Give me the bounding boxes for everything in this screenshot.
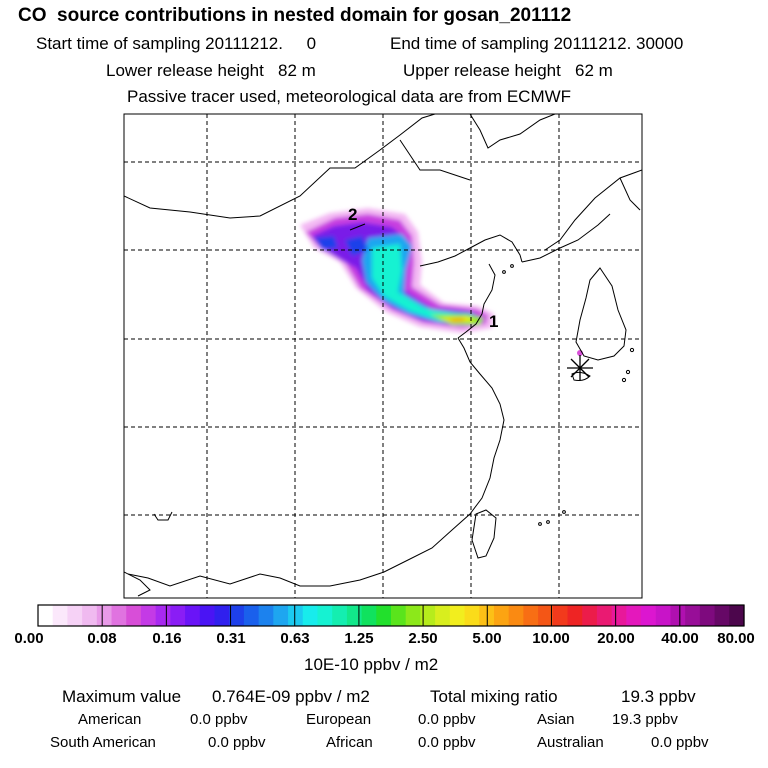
colorbar-swatch [626, 605, 642, 626]
colorbar-label: 20.00 [597, 630, 635, 647]
colorbar-label: 0.16 [152, 630, 182, 647]
region-name: South American [50, 734, 156, 751]
colorbar-label: 5.00 [472, 630, 502, 647]
region-name: European [306, 711, 372, 728]
concentration-plume [300, 208, 494, 333]
colorbar-swatch [655, 605, 672, 626]
colorbar-swatch [273, 605, 289, 626]
colorbar-swatch [52, 605, 69, 626]
colorbar-swatch [155, 605, 171, 626]
colorbar-swatch [596, 605, 613, 626]
max-value: 0.764E-09 ppbv / m2 [212, 687, 370, 706]
map-border [123, 113, 643, 599]
colorbar-swatch [302, 605, 319, 626]
tracer-note: Passive tracer used, meteorological data… [127, 87, 572, 106]
colorbar-swatch [214, 605, 230, 626]
colorbar-swatch [376, 605, 392, 626]
colorbar-swatch [523, 605, 539, 626]
colorbar-swatch [126, 605, 142, 626]
region-value: 0.0 ppbv [651, 734, 709, 751]
region-value: 0.0 ppbv [208, 734, 266, 751]
region-value: 0.0 ppbv [190, 711, 248, 728]
colorbar-swatch [346, 605, 363, 626]
colorbar-swatch [729, 605, 745, 626]
colorbar-swatch [243, 605, 260, 626]
colorbar-swatch [111, 605, 127, 626]
colorbar-label: 0.31 [216, 630, 246, 647]
colorbar-swatch [567, 605, 583, 626]
colorbar-label: 1.25 [344, 630, 374, 647]
region-value: 0.0 ppbv [418, 734, 476, 751]
colorbar [38, 605, 745, 626]
region-name: American [78, 711, 142, 728]
end-time-label: End time of sampling 20111212. 30000 [390, 34, 684, 53]
colorbar-swatch [538, 605, 554, 626]
region-name: Australian [537, 734, 604, 751]
colorbar-label: 2.50 [408, 630, 438, 647]
colorbar-swatch [464, 605, 480, 626]
colorbar-swatch [670, 605, 686, 626]
colorbar-swatch [288, 605, 304, 626]
colorbar-swatch [199, 605, 216, 626]
colorbar-unit: 10E-10 ppbv / m2 [304, 655, 439, 674]
colorbar-swatch [317, 605, 333, 626]
region-value: 19.3 ppbv [612, 711, 678, 728]
colorbar-swatch [170, 605, 186, 626]
colorbar-swatch [714, 605, 730, 626]
colorbar-swatch [641, 605, 657, 626]
colorbar-swatch [82, 605, 98, 626]
colorbar-swatch [229, 605, 245, 626]
colorbar-swatch [582, 605, 598, 626]
coastlines [124, 114, 642, 597]
colorbar-label: 80.00 [717, 630, 755, 647]
max-value-label: Maximum value [62, 687, 182, 706]
total-mixing-label: Total mixing ratio [430, 687, 558, 706]
start-time-label: Start time of sampling 20111212. 0 [36, 34, 317, 53]
colorbar-swatch [420, 605, 436, 626]
plot-title: CO source contributions in nested domain… [18, 5, 572, 26]
colorbar-swatch [332, 605, 348, 626]
region-name: African [326, 734, 373, 751]
islands [502, 264, 635, 526]
upper-height-label: Upper release height 62 m [403, 61, 613, 80]
region-name: Asian [537, 711, 575, 728]
colorbar-swatch [38, 605, 54, 626]
colorbar-swatch [699, 605, 716, 626]
colorbar-swatch [493, 605, 510, 626]
colorbar-swatch [361, 605, 377, 626]
marker-label-2: 2 [348, 205, 357, 224]
colorbar-swatch [552, 605, 569, 626]
colorbar-label: 10.00 [532, 630, 570, 647]
colorbar-swatch [140, 605, 157, 626]
colorbar-label: 0.00 [14, 630, 44, 647]
region-value: 0.0 ppbv [418, 711, 476, 728]
colorbar-label: 40.00 [661, 630, 699, 647]
colorbar-label: 0.63 [280, 630, 310, 647]
colorbar-swatch [185, 605, 201, 626]
colorbar-swatch [449, 605, 466, 626]
colorbar-border [37, 604, 745, 627]
total-mixing-value: 19.3 ppbv [621, 687, 696, 706]
colorbar-swatch [508, 605, 524, 626]
asterisk-receptor-icon [567, 355, 593, 381]
grid-lines [124, 114, 642, 598]
marker-label-1: 1 [489, 312, 498, 331]
colorbar-swatch [67, 605, 83, 626]
colorbar-label: 0.08 [87, 630, 117, 647]
colorbar-swatch [685, 605, 701, 626]
colorbar-swatch [611, 605, 627, 626]
colorbar-swatch [258, 605, 274, 626]
colorbar-swatch [391, 605, 407, 626]
lower-height-label: Lower release height 82 m [106, 61, 316, 80]
colorbar-swatch [435, 605, 451, 626]
colorbar-swatch [405, 605, 422, 626]
colorbar-swatch [96, 605, 113, 626]
